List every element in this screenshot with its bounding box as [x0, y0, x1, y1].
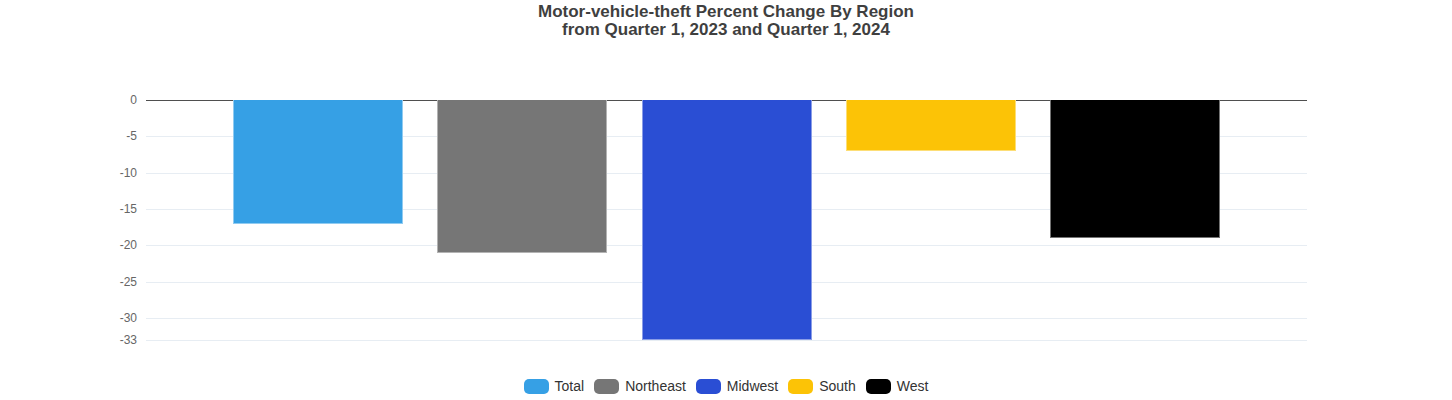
- y-tick-label: -30: [0, 312, 137, 324]
- legend-swatch-south: [788, 379, 813, 394]
- legend-label: South: [819, 378, 856, 394]
- bar-west[interactable]: [1050, 100, 1220, 238]
- legend-label: Midwest: [727, 378, 778, 394]
- chart-title-line2: from Quarter 1, 2023 and Quarter 1, 2024: [0, 21, 1452, 39]
- y-tick-label: -25: [0, 276, 137, 288]
- bar-northeast[interactable]: [437, 100, 607, 253]
- legend-label: West: [897, 378, 929, 394]
- gridline: [146, 340, 1307, 341]
- legend-item-south[interactable]: South: [788, 378, 856, 394]
- legend-item-west[interactable]: West: [866, 378, 929, 394]
- legend-label: Northeast: [625, 378, 686, 394]
- legend-item-total[interactable]: Total: [524, 378, 585, 394]
- chart-legend: Total Northeast Midwest South West: [0, 378, 1452, 394]
- legend-swatch-west: [866, 379, 891, 394]
- bar-midwest[interactable]: [642, 100, 812, 340]
- chart-title: Motor-vehicle-theft Percent Change By Re…: [0, 3, 1452, 39]
- y-tick-label: 0: [0, 94, 137, 106]
- chart-title-line1: Motor-vehicle-theft Percent Change By Re…: [0, 3, 1452, 21]
- legend-swatch-midwest: [696, 379, 721, 394]
- legend-label: Total: [555, 378, 585, 394]
- bar-total[interactable]: [233, 100, 403, 224]
- legend-swatch-total: [524, 379, 549, 394]
- y-tick-label: -33: [0, 334, 137, 346]
- legend-item-northeast[interactable]: Northeast: [594, 378, 686, 394]
- y-tick-label: -10: [0, 167, 137, 179]
- legend-item-midwest[interactable]: Midwest: [696, 378, 778, 394]
- y-tick-label: -20: [0, 239, 137, 251]
- bar-chart: Motor-vehicle-theft Percent Change By Re…: [0, 0, 1452, 400]
- y-tick-label: -5: [0, 130, 137, 142]
- legend-swatch-northeast: [594, 379, 619, 394]
- bar-south[interactable]: [846, 100, 1016, 151]
- y-tick-label: -15: [0, 203, 137, 215]
